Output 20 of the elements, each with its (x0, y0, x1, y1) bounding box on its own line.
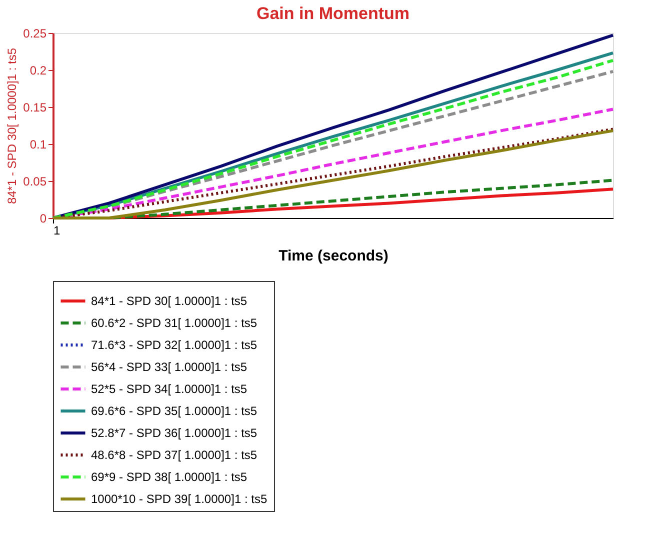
legend-label: 52*5 - SPD 34[ 1.0000]1 : ts5 (91, 382, 248, 396)
x-axis-title: Time (seconds) (278, 248, 388, 264)
y-tick-label: 0.05 (23, 174, 47, 188)
chart-title: Gain in Momentum (256, 4, 410, 23)
y-tick-label: 0.15 (23, 100, 47, 114)
legend-label: 48.6*8 - SPD 37[ 1.0000]1 : ts5 (91, 448, 258, 462)
y-tick-label: 0.2 (30, 64, 47, 78)
legend-label: 56*4 - SPD 33[ 1.0000]1 : ts5 (91, 360, 248, 374)
legend-label: 1000*10 - SPD 39[ 1.0000]1 : ts5 (91, 492, 268, 506)
legend-label: 69*9 - SPD 38[ 1.0000]1 : ts5 (91, 470, 248, 484)
y-tick-label: 0.25 (23, 26, 47, 40)
y-tick-label: 0 (40, 212, 47, 226)
y-tick-label: 0.1 (30, 138, 47, 152)
legend-label: 52.8*7 - SPD 36[ 1.0000]1 : ts5 (91, 426, 258, 440)
x-tick-label: 1 (54, 224, 60, 238)
legend-label: 60.6*2 - SPD 31[ 1.0000]1 : ts5 (91, 316, 258, 330)
legend-label: 69.6*6 - SPD 35[ 1.0000]1 : ts5 (91, 404, 258, 418)
legend-label: 71.6*3 - SPD 32[ 1.0000]1 : ts5 (91, 338, 258, 352)
y-axis-title: 84*1 - SPD 30[ 1.0000]1 : ts5 (5, 48, 20, 204)
legend-label: 84*1 - SPD 30[ 1.0000]1 : ts5 (91, 294, 248, 308)
